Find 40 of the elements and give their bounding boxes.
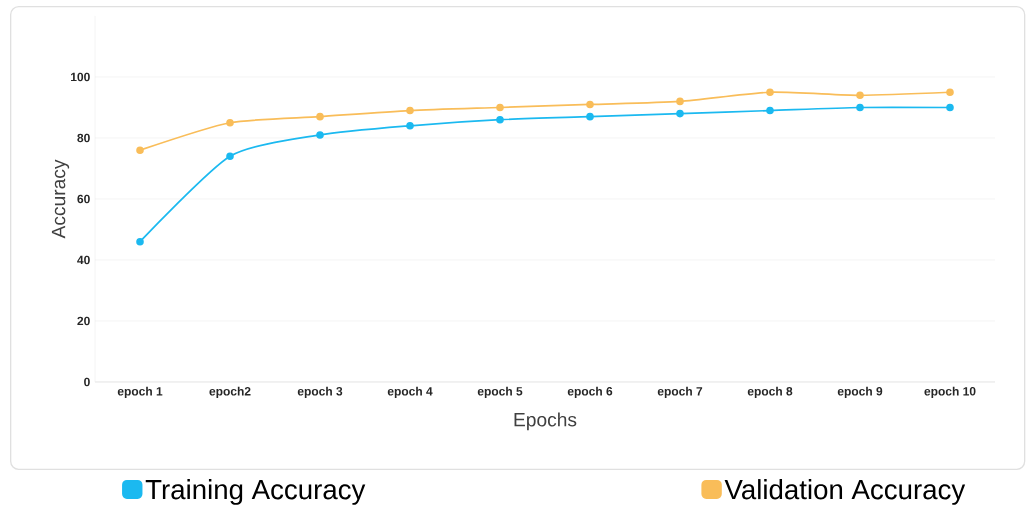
point	[496, 115, 504, 124]
x-tick-label: epoch 1	[117, 386, 163, 398]
point	[226, 152, 234, 161]
point	[676, 109, 684, 118]
x-tick-label: epoch 4	[387, 386, 433, 398]
point	[946, 103, 954, 112]
point	[766, 106, 774, 115]
point	[766, 88, 774, 97]
point	[856, 103, 864, 112]
point	[676, 97, 684, 106]
legend-label: Validation Accuracy	[724, 479, 966, 505]
point	[586, 100, 594, 109]
y-tick-label: 100	[71, 72, 90, 82]
point	[316, 112, 324, 121]
x-tick-label: epoch 7	[657, 386, 703, 398]
legend-label: Training Accuracy	[145, 479, 366, 505]
y-tick-label: 20	[77, 316, 90, 326]
y-tick-label: 40	[77, 255, 90, 265]
point	[406, 121, 414, 130]
y-tick-label: 80	[77, 133, 90, 143]
x-tick-label: epoch2	[209, 386, 251, 398]
x-tick-label: epoch 10	[924, 386, 976, 398]
point	[406, 106, 414, 115]
x-tick-label: epoch 8	[747, 386, 793, 398]
point	[946, 88, 954, 97]
point	[496, 103, 504, 112]
x-tick-label: epoch 6	[567, 386, 613, 398]
point	[226, 118, 234, 127]
x-tick-label: epoch 9	[837, 386, 883, 398]
point	[856, 91, 864, 100]
x-tick-label: epoch 5	[477, 386, 523, 398]
y-axis-title: Accuracy	[51, 159, 70, 239]
point	[136, 146, 144, 154]
point	[316, 131, 324, 139]
x-tick-label: epoch 3	[297, 386, 343, 398]
y-tick-label: 60	[77, 194, 90, 204]
y-tick-label: 0	[84, 377, 90, 387]
point	[586, 112, 594, 121]
x-axis-title: Epochs	[514, 412, 577, 431]
point	[136, 237, 144, 246]
